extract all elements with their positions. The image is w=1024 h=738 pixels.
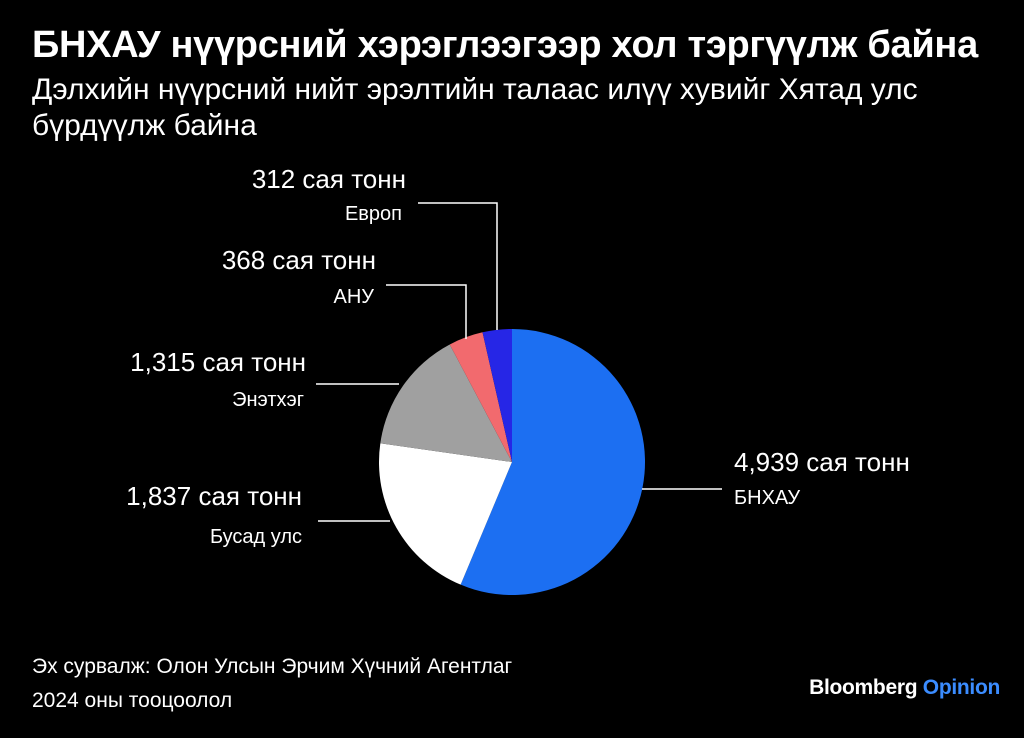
leader-line bbox=[418, 202, 498, 330]
pie-slice bbox=[460, 329, 646, 595]
brand-product: Opinion bbox=[922, 676, 1001, 699]
leader-line bbox=[386, 284, 467, 339]
pie-slice bbox=[449, 332, 512, 462]
data-label-category: БНХАУ bbox=[734, 487, 800, 509]
chart-subtitle: Дэлхийн нүүрсний нийт эрэлтийн талаас ил… bbox=[32, 73, 918, 142]
data-label-value: 1,315 сая тонн bbox=[130, 347, 306, 377]
data-label-category: Энэтхэг bbox=[232, 389, 304, 411]
estimate-note: 2024 оны тооцоолол bbox=[32, 689, 233, 712]
pie-slice bbox=[482, 329, 512, 462]
data-label-value: 1,837 сая тонн bbox=[126, 481, 302, 511]
pie-slice bbox=[378, 443, 512, 585]
data-label-category: Европ bbox=[345, 203, 402, 225]
pie-slice bbox=[380, 344, 512, 462]
brand-logo: Bloomberg Opinion bbox=[809, 676, 1000, 700]
brand-name: Bloomberg bbox=[809, 676, 918, 699]
chart-title: БНХАУ нүүрсний хэрэглээгээр хол тэргүүлж… bbox=[32, 24, 978, 66]
data-label-value: 4,939 сая тонн bbox=[734, 447, 910, 477]
data-label-value: 368 сая тонн bbox=[222, 245, 376, 275]
data-label-category: Бусад улс bbox=[210, 526, 302, 548]
data-label-value: 312 сая тонн bbox=[252, 164, 406, 194]
footer: Эх сурвалж: Олон Улсын Эрчим Хүчний Аген… bbox=[32, 650, 512, 718]
data-label-category: АНУ bbox=[334, 286, 375, 308]
source-note: Эх сурвалж: Олон Улсын Эрчим Хүчний Аген… bbox=[32, 655, 513, 678]
